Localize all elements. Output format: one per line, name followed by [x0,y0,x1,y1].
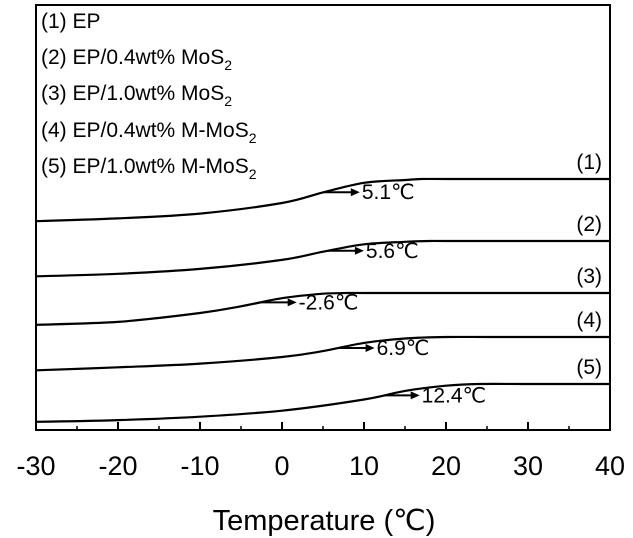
series-line [35,239,610,278]
transition-label: -2.6℃ [299,291,359,314]
transition-arrowhead [354,246,364,255]
series-line [35,335,610,372]
curves-layer [35,177,610,423]
x-tick-label: 0 [274,451,289,481]
legend: (1) EP (2) EP/0.4wt% MoS2 (3) EP/1.0wt% … [41,10,257,182]
series-label: (1) [576,151,602,174]
transition-arrowhead [365,343,375,352]
x-tick-label: -20 [98,451,137,481]
transition-label: 5.1℃ [362,181,415,204]
transition-arrowhead [350,188,360,197]
x-tick-label: 10 [349,451,379,481]
transition-arrowhead [287,298,297,307]
series-line [35,177,610,223]
annotations-layer: (1) 5.1℃ (2) 5.6℃ (3) -2.6℃ (4) 6.9℃ (5) 12.4℃ [260,151,602,407]
series-label: (3) [576,265,602,288]
series-line [35,382,610,423]
legend-entry-1: (1) EP [41,10,101,33]
transition-label: 5.6℃ [366,240,419,263]
series-label: (5) [576,356,602,379]
legend-entry-3: (3) EP/1.0wt% MoS2 [41,82,232,109]
x-tick-label: 40 [595,451,625,481]
series-line [35,291,610,326]
x-tick-label: -30 [16,451,55,481]
series-label: (2) [576,213,602,236]
transition-label: 12.4℃ [422,384,486,407]
x-axis-title: Temperature (℃) [213,505,436,537]
legend-entry-5: (5) EP/1.0wt% M-MoS2 [41,155,257,182]
x-tick-label: 30 [513,451,543,481]
x-ticks-layer: -30 -20 -10 0 10 20 30 40 [16,422,625,481]
series-label: (4) [576,309,602,332]
legend-entry-2: (2) EP/0.4wt% MoS2 [41,46,232,73]
transition-label: 6.9℃ [377,337,430,360]
x-tick-label: -10 [180,451,219,481]
transition-arrowhead [410,391,420,400]
legend-entry-4: (4) EP/0.4wt% M-MoS2 [41,119,257,146]
x-tick-label: 20 [431,451,461,481]
